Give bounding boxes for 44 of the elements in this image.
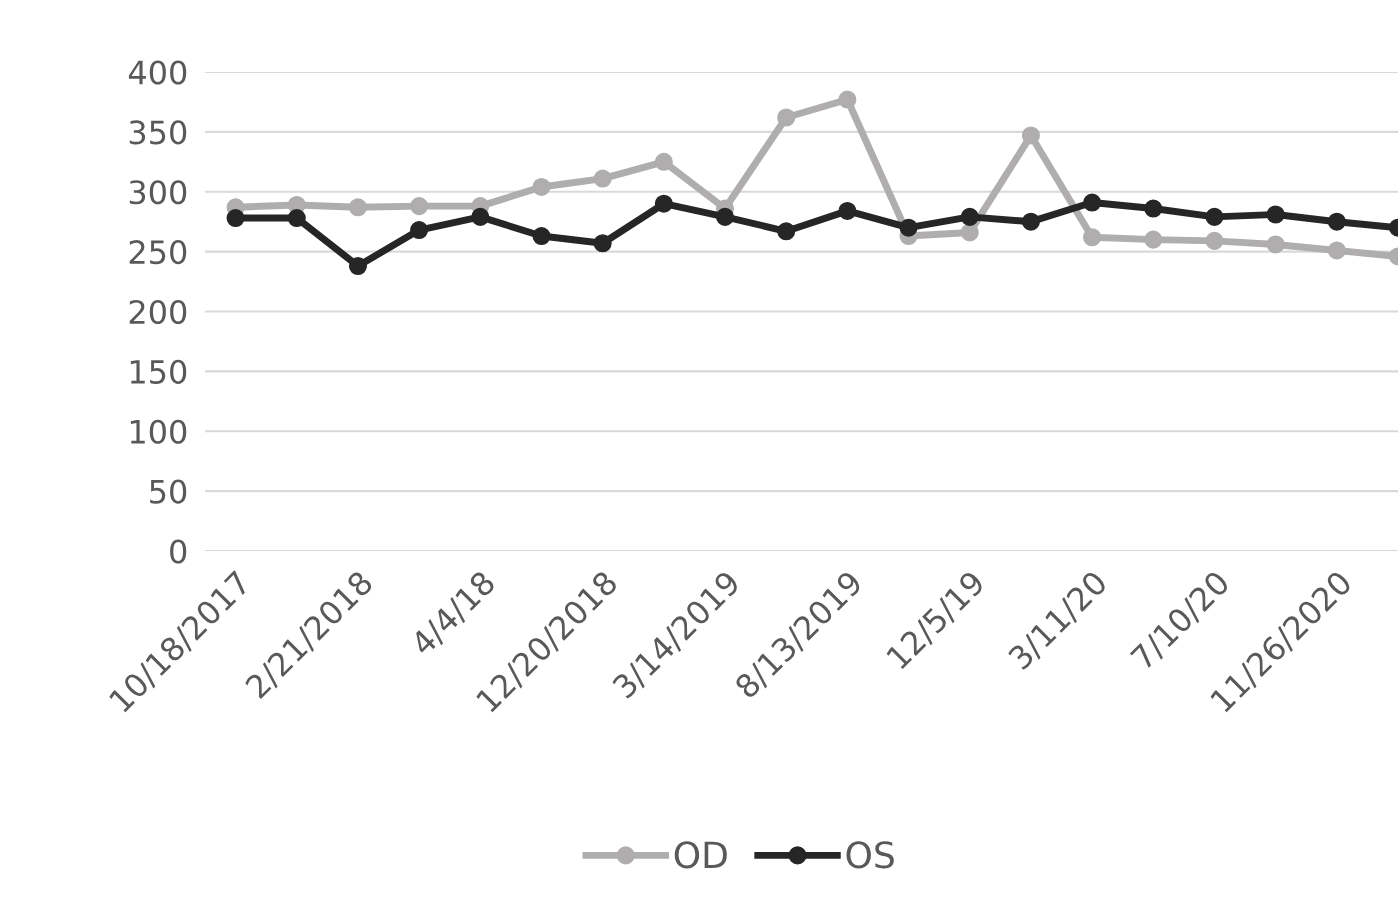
point [348, 198, 367, 217]
point [1144, 199, 1163, 218]
point [1144, 230, 1163, 249]
point [287, 209, 306, 228]
point [1205, 207, 1224, 226]
point [532, 227, 551, 246]
point [593, 169, 612, 188]
point [410, 221, 429, 240]
y-tick-label: 50 [150, 479, 187, 504]
y-tick-label: 350 [129, 120, 187, 145]
point [532, 177, 551, 196]
point [1083, 193, 1102, 212]
y-tick-label: 300 [129, 180, 187, 205]
point [838, 90, 857, 109]
point [838, 201, 857, 220]
point [715, 207, 735, 226]
point [593, 234, 612, 253]
y-tick-label: 0 [170, 539, 187, 564]
y-tick-label: 200 [129, 299, 187, 325]
y-tick-label: 100 [130, 419, 187, 444]
point [777, 222, 796, 241]
point [654, 194, 673, 213]
point [226, 209, 245, 228]
y-tick-label: 400 [128, 60, 187, 85]
point [1266, 205, 1285, 224]
point [654, 152, 673, 171]
point [1205, 231, 1224, 250]
point [960, 223, 979, 242]
point [1327, 241, 1346, 260]
y-tick-label: 150 [130, 359, 187, 384]
point [1327, 212, 1346, 231]
point [1021, 126, 1040, 145]
point [1021, 212, 1040, 231]
point [960, 207, 979, 226]
point [410, 197, 429, 216]
point [1083, 228, 1102, 247]
point [471, 207, 490, 226]
legend-label: OS [846, 841, 894, 869]
point [348, 256, 367, 276]
point [1266, 235, 1285, 254]
legend-label: OD [674, 841, 727, 869]
point [899, 218, 918, 237]
point [777, 108, 796, 127]
y-tick-label: 250 [129, 240, 187, 265]
